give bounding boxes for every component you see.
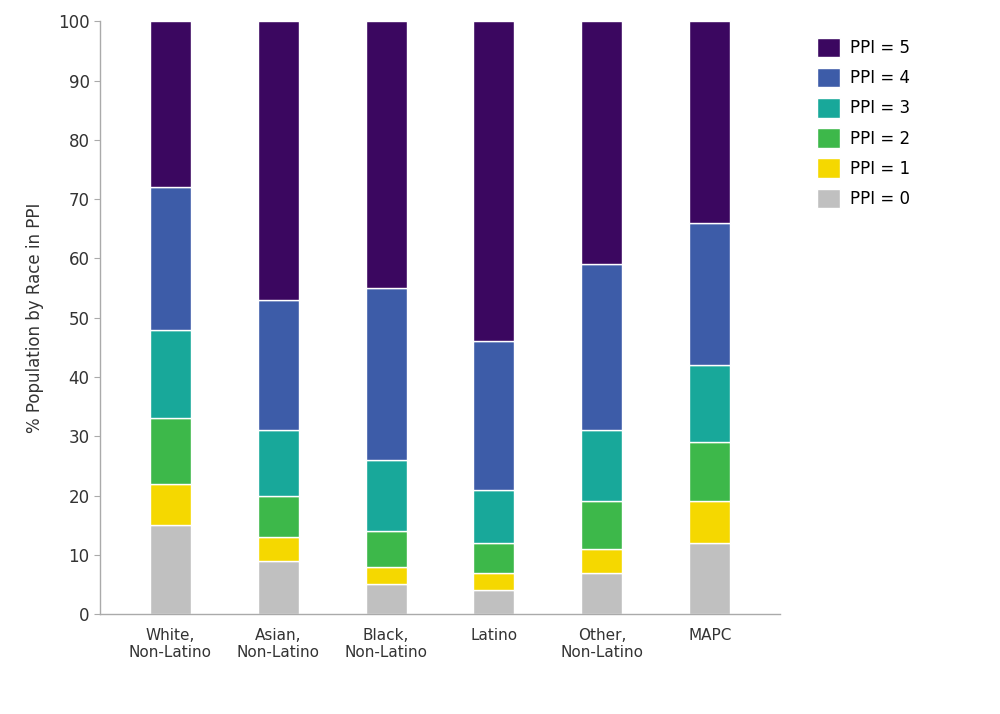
Bar [150,187,191,330]
Bar [366,21,407,288]
Bar [150,418,191,483]
Bar [473,341,514,490]
Bar [366,531,407,567]
Legend: PPI = 5, PPI = 4, PPI = 3, PPI = 2, PPI = 1, PPI = 0: PPI = 5, PPI = 4, PPI = 3, PPI = 2, PPI … [809,30,919,216]
Bar [689,223,730,365]
Bar [581,573,622,614]
Bar [258,300,299,431]
Bar [366,288,407,460]
Bar [258,431,299,496]
Bar [581,501,622,549]
Y-axis label: % Population by Race in PPI: % Population by Race in PPI [26,203,44,433]
Bar [689,543,730,614]
Bar [473,21,514,341]
Bar [581,21,622,264]
Bar [258,21,299,300]
Bar [258,537,299,560]
Bar [689,501,730,543]
Bar [581,431,622,501]
Bar [581,264,622,431]
Bar [150,330,191,418]
Bar [689,442,730,501]
Bar [150,483,191,526]
Bar [258,560,299,614]
Bar [150,526,191,614]
Bar [689,365,730,442]
Bar [150,21,191,187]
Bar [366,460,407,531]
Bar [366,584,407,614]
Bar [581,549,622,573]
Bar [258,496,299,537]
Bar [473,590,514,614]
Bar [473,573,514,590]
Bar [473,490,514,543]
Bar [473,543,514,573]
Bar [689,21,730,223]
Bar [366,567,407,584]
